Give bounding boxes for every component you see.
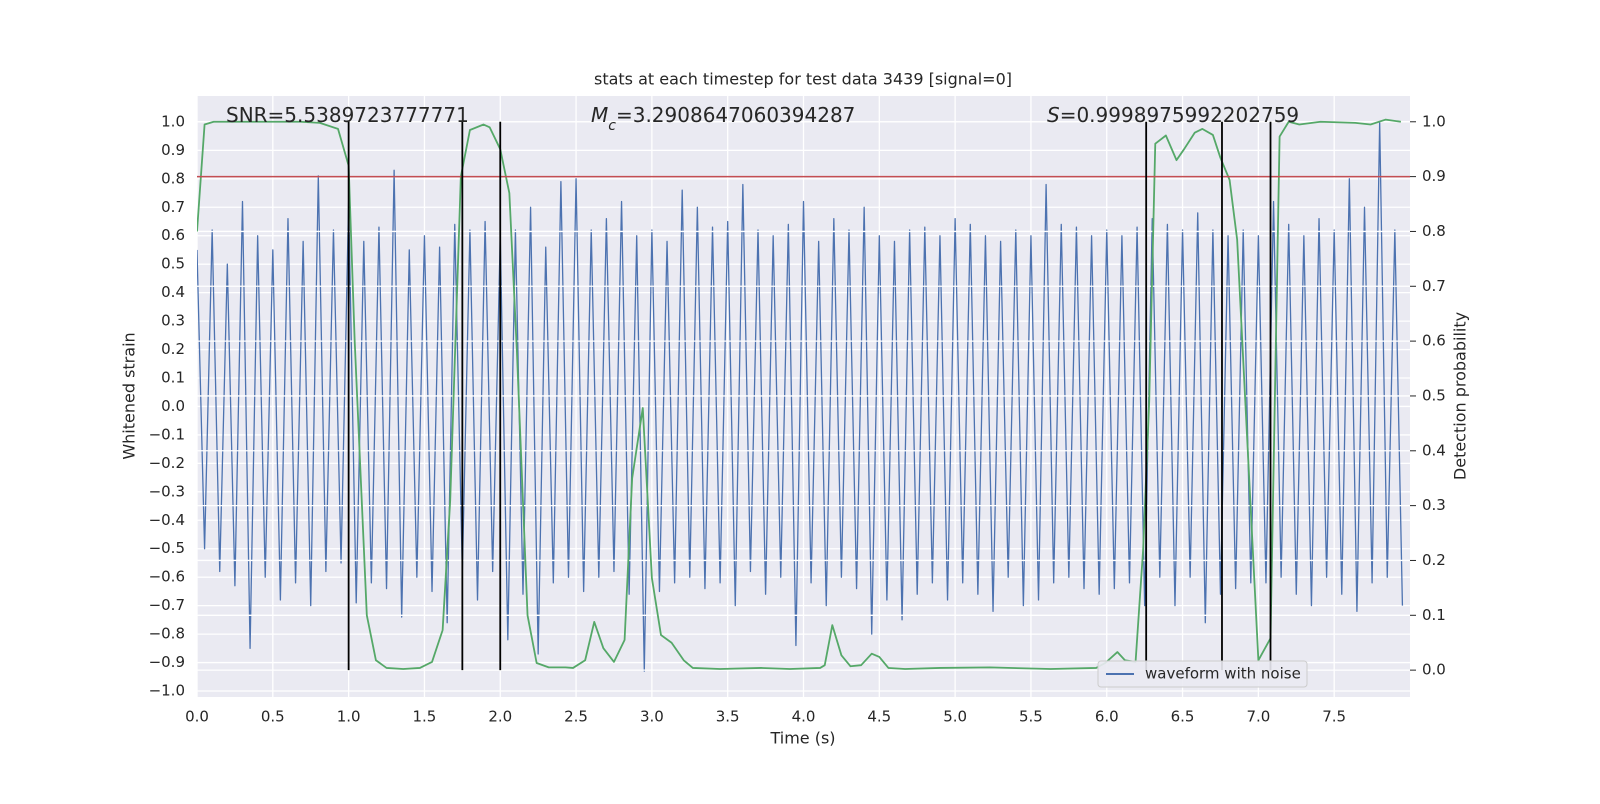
x-tick-label: 2.0 <box>488 708 512 726</box>
y-tick-label: 0.0 <box>161 397 185 415</box>
y-tick-label: 0.6 <box>161 226 185 244</box>
y-tick-label: 0.9 <box>161 141 185 159</box>
series-line <box>197 121 1404 672</box>
annotation-text: SNR=5.5389723777771 <box>226 103 469 127</box>
y-tick-label: 0.1 <box>161 369 185 387</box>
plot-area <box>197 118 1410 672</box>
y2-axis-label: Detection probability <box>1451 312 1470 480</box>
y2-tick-label: 0.7 <box>1422 277 1446 295</box>
y-tick-label: −0.6 <box>149 568 185 586</box>
y-tick-label: −0.1 <box>149 425 185 443</box>
y2-tick-label: 0.8 <box>1422 222 1446 240</box>
y2-tick-label: 0.1 <box>1422 606 1446 624</box>
annotation-symbol: M <box>591 103 608 127</box>
x-tick-label: 4.5 <box>867 708 891 726</box>
y2-tick-label: 0.5 <box>1422 386 1446 404</box>
annotation-subscript: c <box>608 118 616 134</box>
x-tick-label: 7.5 <box>1322 708 1346 726</box>
y-tick-label: −0.3 <box>149 482 185 500</box>
y2-tick-label: 0.2 <box>1422 551 1446 569</box>
y-tick-label: 1.0 <box>161 112 185 130</box>
x-tick-label: 3.0 <box>640 708 664 726</box>
x-tick-label: 7.0 <box>1246 708 1270 726</box>
y-tick-label: 0.7 <box>161 198 185 216</box>
y2-tick-label: 0.6 <box>1422 332 1446 350</box>
y-tick-label: −1.0 <box>149 682 185 700</box>
x-tick-label: 3.5 <box>716 708 740 726</box>
x-tick-label: 2.5 <box>564 708 588 726</box>
y2-tick-label: 0.9 <box>1422 167 1446 185</box>
x-tick-label: 6.0 <box>1095 708 1119 726</box>
annotation-text: =3.2908647060394287 <box>616 103 855 127</box>
y2-tick-label: 0.4 <box>1422 441 1446 459</box>
annotation: Mc=3.2908647060394287 <box>591 103 855 134</box>
x-tick-label: 5.0 <box>943 708 967 726</box>
annotation-text: =0.9998975992202759 <box>1060 103 1299 127</box>
annotation-symbol: S <box>1047 103 1060 127</box>
y2-tick-label: 1.0 <box>1422 112 1446 130</box>
y-axis-label: Whitened strain <box>120 332 139 459</box>
y2-tick-label: 0.3 <box>1422 496 1446 514</box>
x-tick-label: 0.5 <box>261 708 285 726</box>
legend-label: waveform with noise <box>1145 665 1301 683</box>
annotation: SNR=5.5389723777771 <box>226 103 469 127</box>
y-tick-label: 0.4 <box>161 283 185 301</box>
x-tick-label: 1.5 <box>413 708 437 726</box>
y2-tick-label: 0.0 <box>1422 661 1446 679</box>
y-tick-label: 0.8 <box>161 169 185 187</box>
annotation: S=0.9998975992202759 <box>1047 103 1299 127</box>
x-tick-label: 1.0 <box>337 708 361 726</box>
legend-box <box>1097 660 1308 688</box>
x-axis-label: Time (s) <box>769 729 835 748</box>
y-tick-label: −0.4 <box>149 511 185 529</box>
y-tick-label: −0.5 <box>149 539 185 557</box>
y-tick-label: 0.3 <box>161 312 185 330</box>
chart-title: stats at each timestep for test data 343… <box>594 70 1012 89</box>
y-tick-label: −0.7 <box>149 596 185 614</box>
x-tick-label: 4.0 <box>792 708 816 726</box>
y-tick-label: 0.5 <box>161 255 185 273</box>
x-tick-label: 6.5 <box>1171 708 1195 726</box>
y-tick-label: −0.2 <box>149 454 185 472</box>
y-tick-label: 0.2 <box>161 340 185 358</box>
x-tick-label: 0.0 <box>185 708 209 726</box>
y-tick-label: −0.9 <box>149 653 185 671</box>
series-line <box>197 118 1402 670</box>
y-tick-label: −0.8 <box>149 625 185 643</box>
x-tick-label: 5.5 <box>1019 708 1043 726</box>
